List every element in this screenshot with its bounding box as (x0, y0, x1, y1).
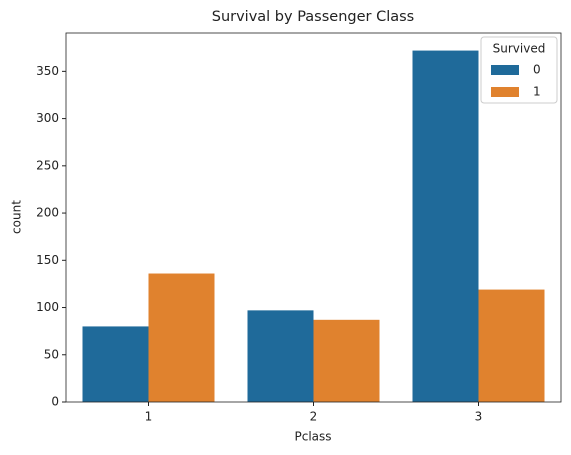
bar (478, 289, 545, 402)
y-tick-label: 0 (51, 395, 59, 409)
y-tick-label: 100 (36, 300, 59, 314)
x-tick-label: 1 (145, 410, 153, 424)
legend-label: 0 (533, 63, 541, 77)
bar (313, 319, 380, 402)
y-axis-label: count (10, 200, 24, 234)
x-axis-label: Pclass (294, 430, 331, 444)
legend-swatch (491, 65, 519, 75)
legend-title: Survived (493, 42, 546, 56)
y-tick-label: 50 (44, 347, 59, 361)
y-tick-label: 200 (36, 206, 59, 220)
bar (247, 310, 314, 402)
bar (148, 273, 215, 402)
y-tick-label: 350 (36, 64, 59, 78)
x-tick-label: 3 (475, 410, 483, 424)
bar (82, 326, 149, 402)
y-tick-label: 300 (36, 111, 59, 125)
bar (412, 50, 479, 402)
y-tick-label: 250 (36, 158, 59, 172)
y-tick-label: 150 (36, 253, 59, 267)
legend-swatch (491, 87, 519, 97)
x-tick-label: 2 (310, 410, 318, 424)
plot-frame (65, 32, 562, 403)
chart-title: Survival by Passenger Class (212, 9, 415, 25)
legend-label: 1 (533, 85, 541, 99)
